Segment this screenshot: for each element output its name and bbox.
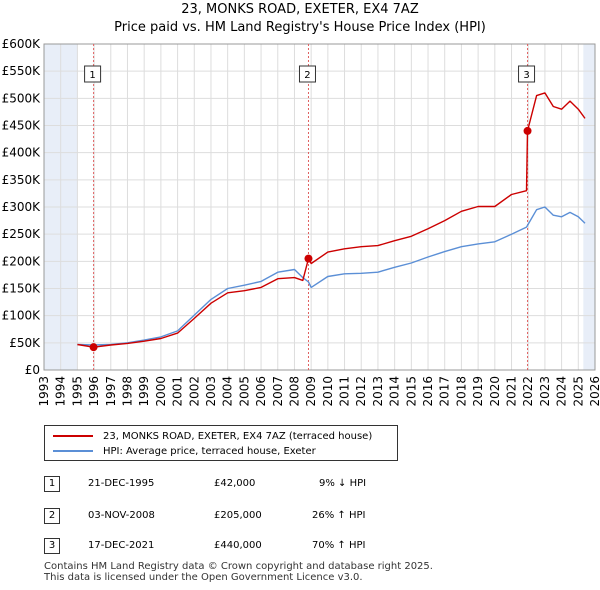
chart-title-address: 23, MONKS ROAD, EXETER, EX4 7AZ [181,2,419,17]
transaction-hpi-change: 9% ↓ HPI [319,478,367,489]
y-tick-label: £300K [2,200,42,214]
plot-frame [43,43,596,371]
x-tick-label: 2002 [187,376,201,407]
y-tick-label: £50K [9,336,41,350]
x-tick-label: 2019 [471,376,485,407]
footer-copyright: Contains HM Land Registry data © Crown c… [44,561,433,572]
legend-label-hpi: HPI: Average price, terraced house, Exet… [103,445,316,457]
x-tick-label: 2000 [154,376,168,407]
x-tick-label: 2015 [404,376,418,407]
y-tick-label: £350K [2,173,42,187]
transaction-date: 17-DEC-2021 [88,540,155,551]
sale-number-label: 3 [523,70,529,81]
x-tick-label: 2018 [454,376,468,407]
y-tick-label: £200K [2,254,42,268]
legend-swatch-price [53,435,93,437]
transaction-hpi-change: 26% ↑ HPI [312,510,366,521]
x-tick-label: 2011 [338,376,352,407]
x-tick-label: 1993 [37,376,51,407]
sale-number-label: 2 [304,70,310,81]
transaction-price: £42,000 [214,478,256,489]
sale-number-box [298,65,316,83]
footer-licence: This data is licensed under the Open Gov… [44,572,363,583]
chart-legend: 23, MONKS ROAD, EXETER, EX4 7AZ (terrace… [44,425,398,461]
price-chart: £0 £50K £100K £150K £200K £250K £300K £350K £400… [2,37,600,407]
x-tick-label: 2021 [505,376,519,407]
transaction-number: 3 [44,538,60,554]
x-tick-label: 2020 [488,376,502,407]
y-tick-label: £100K [2,309,42,323]
x-tick-label: 2004 [221,376,235,407]
transaction-price: £440,000 [214,540,262,551]
sale-point [523,126,532,135]
x-tick-label: 2013 [371,376,385,407]
x-tick-label: 2006 [254,376,268,407]
legend-swatch-hpi [53,450,93,452]
x-tick-label: 2003 [204,376,218,407]
x-tick-label: 2017 [438,376,452,407]
hpi-line [77,206,586,346]
transaction-date: 03-NOV-2008 [88,510,155,521]
legend-item-hpi: HPI: Average price, terraced house, Exet… [53,444,316,458]
y-tick-label: £0 [25,363,40,377]
transaction-price: £205,000 [214,510,262,521]
transaction-date: 21-DEC-1995 [88,478,155,489]
y-tick-label: £500K [2,91,42,105]
sale-number-box [84,65,102,83]
x-tick-label: 2023 [538,376,552,407]
transaction-hpi-change: 70% ↑ HPI [312,540,366,551]
x-tick-label: 1994 [54,376,68,407]
x-tick-label: 2025 [571,376,585,407]
price-paid-line [77,92,586,348]
y-tick-label: £150K [2,282,42,296]
x-tick-label: 1999 [137,376,151,407]
x-tick-label: 2001 [171,376,185,407]
x-tick-label: 2024 [555,376,569,407]
transaction-number: 1 [44,476,60,492]
x-tick-label: 2008 [287,376,301,407]
y-tick-label: £400K [2,146,42,160]
legend-item-price: 23, MONKS ROAD, EXETER, EX4 7AZ (terrace… [53,429,372,443]
x-tick-label: 2005 [237,376,251,407]
transaction-number: 2 [44,508,60,524]
y-tick-label: £550K [2,64,42,78]
x-tick-label: 1998 [120,376,134,407]
x-tick-label: 2026 [588,376,600,407]
sale-number-label: 1 [89,70,95,81]
sale-point [304,254,313,263]
y-tick-label: £600K [2,37,42,51]
y-tick-label: £250K [2,227,42,241]
chart-title-subtitle: Price paid vs. HM Land Registry's House … [114,20,486,35]
x-tick-label: 2007 [271,376,285,407]
x-tick-label: 1997 [104,376,118,407]
x-tick-label: 2010 [321,376,335,407]
x-tick-label: 2016 [421,376,435,407]
x-tick-label: 2009 [304,376,318,407]
x-tick-label: 2014 [388,376,402,407]
sale-number-box [518,65,536,83]
x-tick-label: 1996 [87,376,101,407]
sale-point [89,343,98,352]
legend-label-price: 23, MONKS ROAD, EXETER, EX4 7AZ (terrace… [103,430,373,442]
x-tick-label: 1995 [70,376,84,407]
x-tick-label: 2012 [354,376,368,407]
y-tick-label: £450K [2,119,42,133]
x-tick-label: 2022 [521,376,535,407]
